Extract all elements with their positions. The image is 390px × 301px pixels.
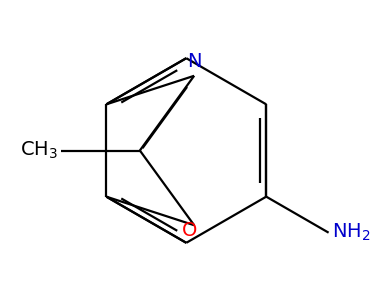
Text: O: O xyxy=(181,221,197,240)
Text: N: N xyxy=(187,52,201,71)
Text: $\mathsf{NH_2}$: $\mathsf{NH_2}$ xyxy=(332,222,371,243)
Text: $\mathsf{CH_3}$: $\mathsf{CH_3}$ xyxy=(20,140,58,161)
